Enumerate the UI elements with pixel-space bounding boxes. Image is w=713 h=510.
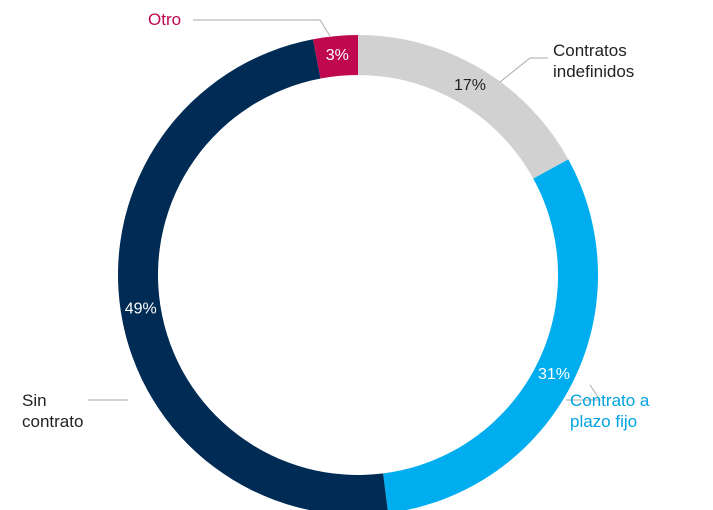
- donut-segment: [383, 159, 598, 510]
- value-label: 31%: [538, 366, 570, 383]
- leader-line: [193, 19, 331, 37]
- donut-segment: [117, 39, 388, 510]
- category-label: Contrato a plazo fijo: [570, 391, 650, 431]
- category-label: Sin contrato: [22, 391, 84, 431]
- leader-line: [499, 57, 548, 83]
- value-label: 3%: [326, 47, 349, 64]
- category-label: Otro: [148, 10, 182, 29]
- value-label: 17%: [454, 77, 486, 94]
- donut-segment: [313, 35, 358, 79]
- category-label: Contratos indefinidos: [553, 41, 635, 81]
- leader-line: [566, 384, 601, 401]
- donut-segment: [358, 35, 569, 179]
- value-label: 49%: [125, 301, 157, 318]
